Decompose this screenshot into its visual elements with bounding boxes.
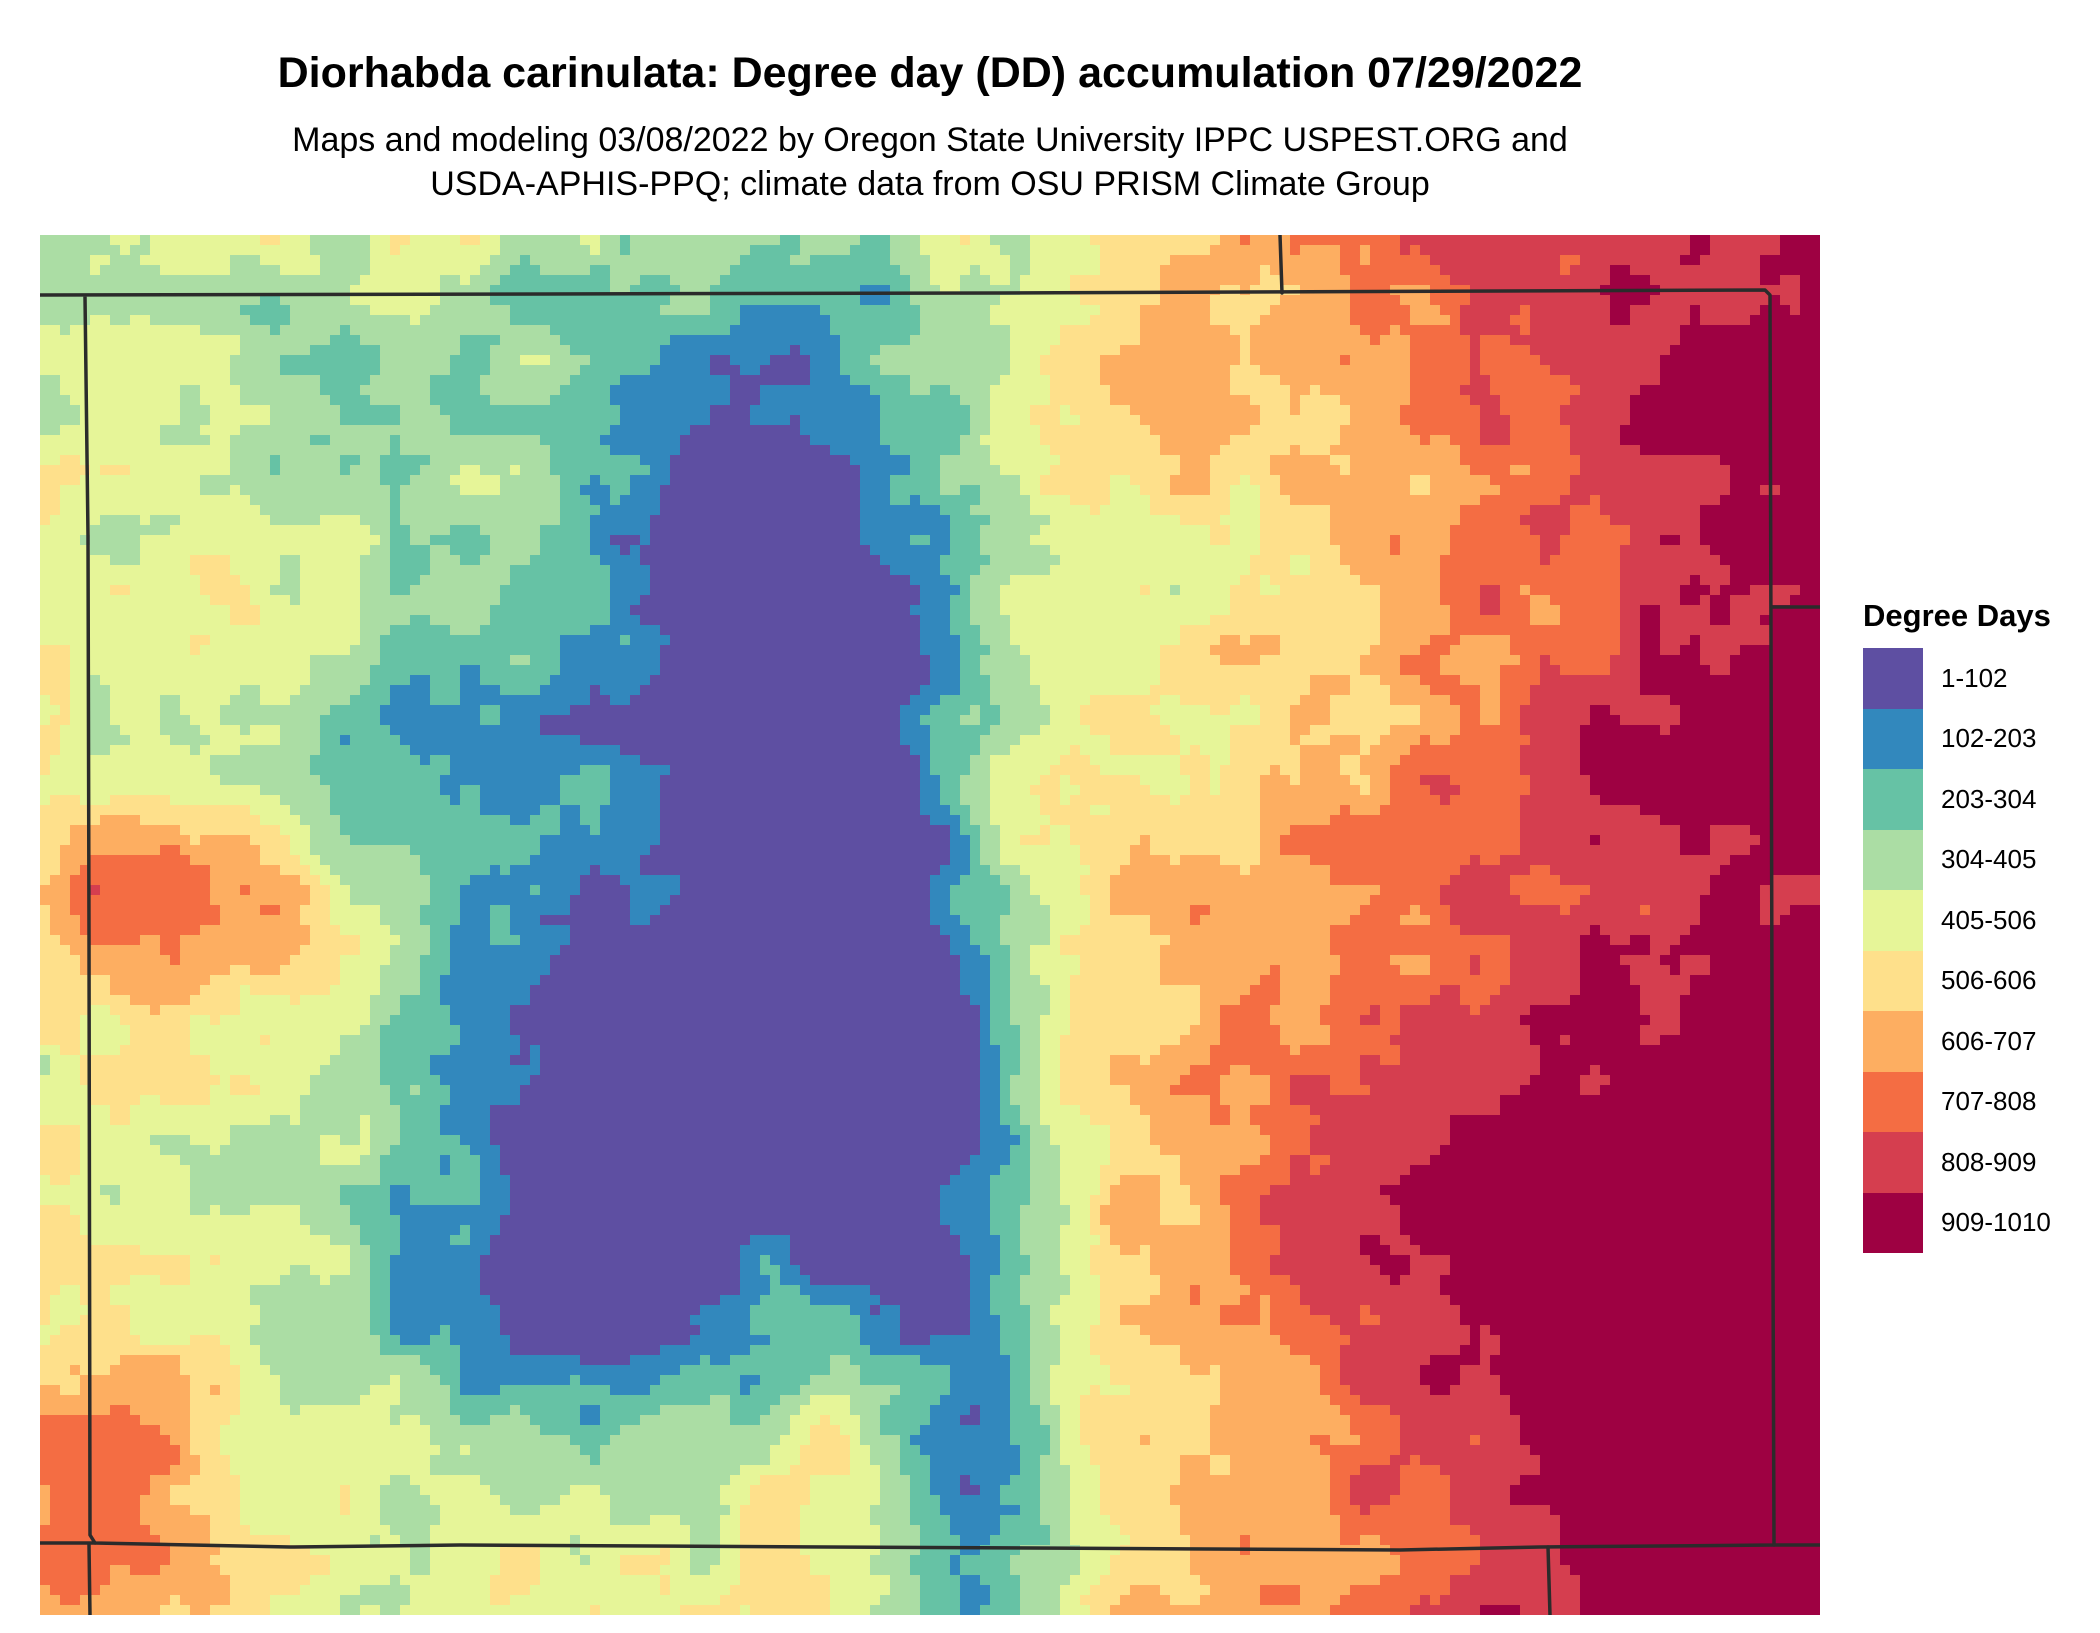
legend-label: 203-304 [1941,783,2037,814]
map-subtitle: Maps and modeling 03/08/2022 by Oregon S… [40,118,1820,206]
legend-label: 1-102 [1941,662,2008,693]
legend-swatch [1863,708,1923,769]
legend-item: 909-1010 [1863,1192,2093,1253]
legend-swatch [1863,1132,1923,1193]
legend-item: 304-405 [1863,829,2093,890]
southwest-county-line [87,1543,92,1615]
legend-label: 606-707 [1941,1025,2037,1056]
legend-swatch [1863,1192,1923,1253]
legend-item: 102-203 [1863,708,2093,769]
map-title: Diorhabda carinulata: Degree day (DD) ac… [277,49,1583,97]
legend-label: 506-606 [1941,965,2037,996]
legend-swatch [1863,1011,1923,1072]
legend-label: 909-1010 [1941,1207,2051,1238]
legend-swatch [1863,1071,1923,1132]
degree-day-raster [40,235,1820,1615]
degree-day-map [40,235,1820,1615]
legend-label: 808-909 [1941,1146,2037,1177]
legend-label: 102-203 [1941,723,2037,754]
legend-item: 707-808 [1863,1071,2093,1132]
southeast-county-line [1546,1545,1552,1615]
legend-item: 506-606 [1863,950,2093,1011]
north-county-line [1278,235,1284,295]
legend-item: 1-102 [1863,648,2093,709]
legend-label: 707-808 [1941,1086,2037,1117]
legend-item: 405-506 [1863,890,2093,951]
legend-item: 808-909 [1863,1132,2093,1193]
legend-swatch [1863,950,1923,1011]
legend-label: 405-506 [1941,904,2037,935]
legend-swatch [1863,890,1923,951]
legend: Degree Days 1-102 102-203 203-304 304-405 40… [1863,596,2093,1253]
legend-item: 606-707 [1863,1011,2093,1072]
boundary-lines [40,235,1820,1615]
state-boundary [40,288,1776,1552]
legend-swatch [1863,648,1923,709]
legend-label: 304-405 [1941,844,2037,875]
legend-swatch [1863,829,1923,890]
legend-swatch [1863,769,1923,830]
subtitle-line-1: Maps and modeling 03/08/2022 by Oregon S… [292,121,1568,159]
legend-items: 1-102 102-203 203-304 304-405 405-506 506-606… [1863,648,2093,1253]
legend-title: Degree Days [1863,598,2051,633]
legend-item: 203-304 [1863,769,2093,830]
subtitle-line-2: USDA-APHIS-PPQ; climate data from OSU PR… [430,165,1430,203]
